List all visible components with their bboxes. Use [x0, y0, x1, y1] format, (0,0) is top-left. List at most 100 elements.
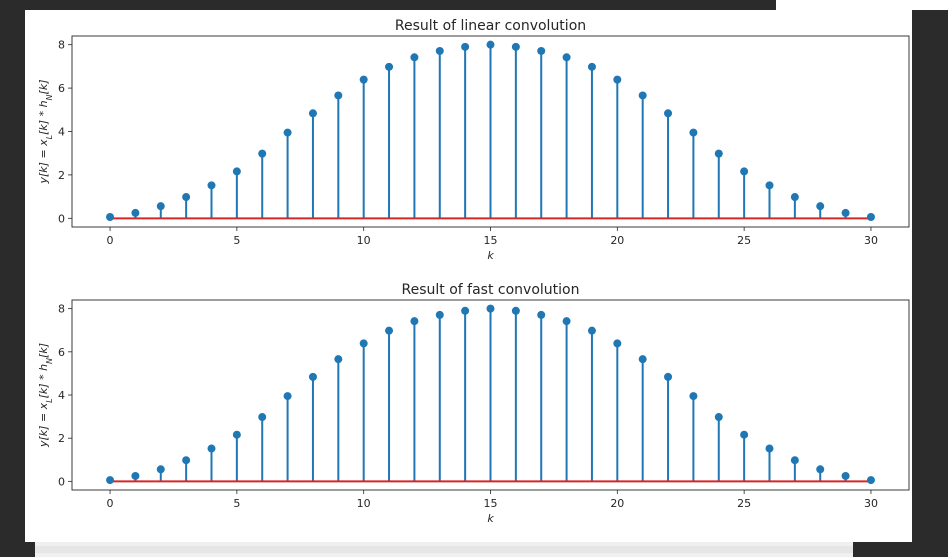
x-tick-label: 25 [737, 234, 751, 247]
stem-marker [765, 181, 774, 190]
stem-marker [106, 213, 115, 222]
stem-marker [638, 355, 647, 364]
stem-marker [714, 149, 723, 158]
stem-marker [537, 46, 546, 55]
stem-marker [587, 326, 596, 335]
stem-marker [816, 202, 825, 211]
stem-marker [258, 413, 267, 422]
scrollbar-thumb[interactable] [35, 546, 853, 553]
stem-marker [359, 339, 368, 348]
y-tick-label: 2 [58, 432, 65, 445]
x-tick-label: 30 [864, 234, 878, 247]
stem-marker [435, 46, 444, 55]
stem-marker [537, 310, 546, 319]
y-tick-label: 8 [58, 303, 65, 316]
stem-marker [308, 109, 317, 118]
y-tick-label: 0 [58, 475, 65, 488]
stem-marker [689, 392, 698, 401]
ylabel: y[k] = xL[k] * hN[k] [37, 343, 54, 448]
stem-marker [664, 109, 673, 118]
stem-marker [866, 476, 875, 485]
y-tick-label: 2 [58, 169, 65, 182]
stem-marker [156, 202, 165, 211]
stem-marker [106, 476, 115, 485]
stem-marker [664, 372, 673, 381]
stem-marker [232, 167, 241, 176]
stem-marker [207, 181, 216, 190]
y-tick-label: 6 [58, 82, 65, 95]
stem-marker [638, 91, 647, 100]
stem-marker [258, 149, 267, 158]
stem-marker [790, 193, 799, 202]
stem-marker [435, 310, 444, 319]
stem-marker [765, 444, 774, 453]
x-tick-label: 10 [357, 497, 371, 510]
stem-marker [562, 317, 571, 326]
stem-marker [385, 62, 394, 71]
stem-marker [511, 306, 520, 315]
y-tick-label: 6 [58, 346, 65, 359]
stem-marker [334, 91, 343, 100]
y-tick-label: 0 [58, 212, 65, 225]
stem-marker [740, 167, 749, 176]
stem-marker [131, 471, 140, 480]
stem-marker [182, 456, 191, 465]
stem-marker [816, 465, 825, 474]
y-tick-label: 4 [58, 126, 65, 139]
top-right-panel-edge [776, 0, 948, 10]
x-tick-label: 25 [737, 497, 751, 510]
stem-marker [283, 392, 292, 401]
x-tick-label: 10 [357, 234, 371, 247]
stem-marker [308, 372, 317, 381]
stem-marker [740, 430, 749, 439]
stem-marker [385, 326, 394, 335]
y-tick-label: 8 [58, 39, 65, 52]
stem-marker [714, 413, 723, 422]
stem-marker [841, 208, 850, 217]
x-tick-label: 0 [107, 497, 114, 510]
stem-marker [156, 465, 165, 474]
stem-marker [410, 53, 419, 62]
stem-marker [511, 42, 520, 51]
stem-marker [410, 317, 419, 326]
stem-marker [790, 456, 799, 465]
stem-marker [486, 40, 495, 49]
stem-marker [283, 128, 292, 137]
stem-marker [359, 75, 368, 84]
x-tick-label: 0 [107, 234, 114, 247]
stem-marker [207, 444, 216, 453]
x-tick-label: 20 [610, 234, 624, 247]
x-tick-label: 20 [610, 497, 624, 510]
x-tick-label: 15 [484, 497, 498, 510]
stem-marker [613, 339, 622, 348]
stem-marker [486, 304, 495, 313]
chart-title: Result of fast convolution [402, 282, 580, 298]
stem-marker [232, 430, 241, 439]
stem-marker [461, 306, 470, 315]
stem-marker [131, 208, 140, 217]
x-tick-label: 30 [864, 497, 878, 510]
figure: Result of linear convolution 0 5 10 15 20 25 30… [25, 10, 912, 542]
stem-marker [866, 213, 875, 222]
stem-marker [562, 53, 571, 62]
x-tick-label: 5 [233, 497, 240, 510]
x-tick-label: 5 [233, 234, 240, 247]
stem-marker [334, 355, 343, 364]
stem-marker [613, 75, 622, 84]
stem-marker [461, 42, 470, 51]
stem-marker [587, 62, 596, 71]
horizontal-scrollbar[interactable] [35, 542, 853, 557]
y-tick-label: 4 [58, 389, 65, 402]
stem-marker [841, 471, 850, 480]
ylabel: y[k] = xL[k] * hN[k] [37, 79, 54, 184]
chart-title: Result of linear convolution [395, 18, 586, 34]
x-tick-label: 15 [484, 234, 498, 247]
subplot-2: Result of fast convolution 0 5 10 15 20 25 30 0 2… [37, 282, 910, 525]
stem-marker [182, 193, 191, 202]
xlabel: k [487, 512, 494, 525]
stem-marker [689, 128, 698, 137]
xlabel: k [487, 249, 494, 262]
